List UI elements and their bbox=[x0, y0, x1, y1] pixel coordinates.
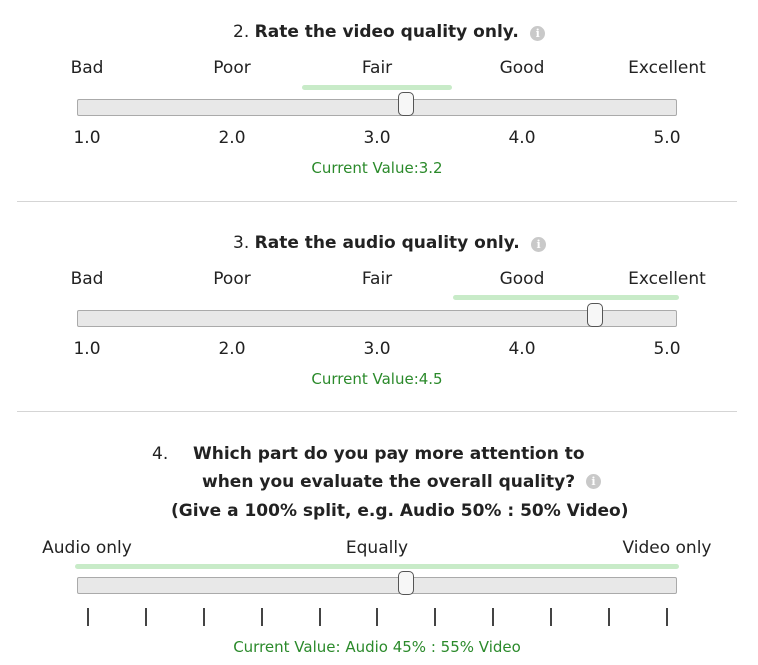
q4-tick bbox=[87, 608, 89, 626]
q3-label-highlight bbox=[453, 295, 679, 300]
q4-title-line1: Which part do you pay more attention to bbox=[193, 444, 585, 464]
q2-slider-track[interactable] bbox=[77, 99, 677, 116]
q3-label-bad: Bad bbox=[70, 269, 104, 289]
q4-label-highlight bbox=[75, 564, 679, 569]
q3-tick-4: 4.0 bbox=[508, 339, 536, 359]
q4-tick bbox=[145, 608, 147, 626]
q2-label-bad: Bad bbox=[70, 58, 104, 78]
q3-current-value: Current Value:4.5 bbox=[311, 370, 442, 388]
q2-label-good: Good bbox=[499, 58, 545, 78]
q4-label-video-only: Video only bbox=[622, 538, 712, 558]
q4-tick bbox=[550, 608, 552, 626]
q3-label-good: Good bbox=[499, 269, 545, 289]
q4-tick bbox=[492, 608, 494, 626]
q3-slider-track[interactable] bbox=[77, 310, 677, 327]
q2-current-value: Current Value:3.2 bbox=[311, 159, 442, 177]
q4-tick bbox=[319, 608, 321, 626]
q4-tick bbox=[608, 608, 610, 626]
q4-label-audio-only: Audio only bbox=[42, 538, 132, 558]
q2-current-number: 3.2 bbox=[418, 159, 443, 177]
q3-number: 3. bbox=[233, 233, 250, 253]
q3-tick-5: 5.0 bbox=[653, 339, 681, 359]
q3-label-fair: Fair bbox=[361, 269, 393, 289]
q3-slider-thumb[interactable] bbox=[587, 303, 603, 327]
q4-tick bbox=[203, 608, 205, 626]
q4-current-value: Current Value: Audio 45% : 55% Video bbox=[233, 638, 521, 656]
q3-tick-2: 2.0 bbox=[218, 339, 246, 359]
q4-slider-thumb[interactable] bbox=[398, 571, 414, 595]
q2-label-highlight bbox=[302, 85, 452, 90]
q3-title-text: Rate the audio quality only. bbox=[254, 233, 520, 253]
q4-number: 4. bbox=[152, 444, 169, 464]
q3-title: 3. Rate the audio quality only. i bbox=[233, 233, 547, 253]
q3-label-poor: Poor bbox=[213, 269, 251, 289]
divider bbox=[17, 411, 737, 412]
q2-label-excellent: Excellent bbox=[628, 58, 706, 78]
q2-tick-1: 1.0 bbox=[73, 128, 101, 148]
q4-tick bbox=[434, 608, 436, 626]
q4-tick bbox=[666, 608, 668, 626]
q2-number: 2. bbox=[233, 22, 250, 42]
q3-label-excellent: Excellent bbox=[628, 269, 706, 289]
q3-current-number: 4.5 bbox=[418, 370, 443, 388]
q3-current-label: Current Value: bbox=[311, 370, 419, 388]
q4-tick bbox=[376, 608, 378, 626]
q3-tick-3: 3.0 bbox=[363, 339, 391, 359]
q2-title-text: Rate the video quality only. bbox=[254, 22, 519, 42]
q4-tick bbox=[261, 608, 263, 626]
q2-label-fair: Fair bbox=[361, 58, 393, 78]
q4-title-line3: (Give a 100% split, e.g. Audio 50% : 50%… bbox=[171, 501, 629, 521]
q2-current-label: Current Value: bbox=[311, 159, 419, 177]
info-icon[interactable]: i bbox=[531, 237, 547, 252]
q2-tick-4: 4.0 bbox=[508, 128, 536, 148]
q2-tick-5: 5.0 bbox=[653, 128, 681, 148]
q2-title: 2. Rate the video quality only. i bbox=[233, 22, 546, 42]
q2-tick-3: 3.0 bbox=[363, 128, 391, 148]
divider bbox=[17, 201, 737, 202]
info-icon[interactable]: i bbox=[530, 26, 546, 41]
q2-tick-2: 2.0 bbox=[218, 128, 246, 148]
q2-slider-thumb[interactable] bbox=[398, 92, 414, 116]
q3-tick-1: 1.0 bbox=[73, 339, 101, 359]
q4-label-equally: Equally bbox=[345, 538, 409, 558]
q2-label-poor: Poor bbox=[213, 58, 251, 78]
q4-slider-track[interactable] bbox=[77, 577, 677, 594]
info-icon[interactable]: i bbox=[586, 474, 601, 489]
q4-title-line2: when you evaluate the overall quality? bbox=[202, 472, 576, 492]
